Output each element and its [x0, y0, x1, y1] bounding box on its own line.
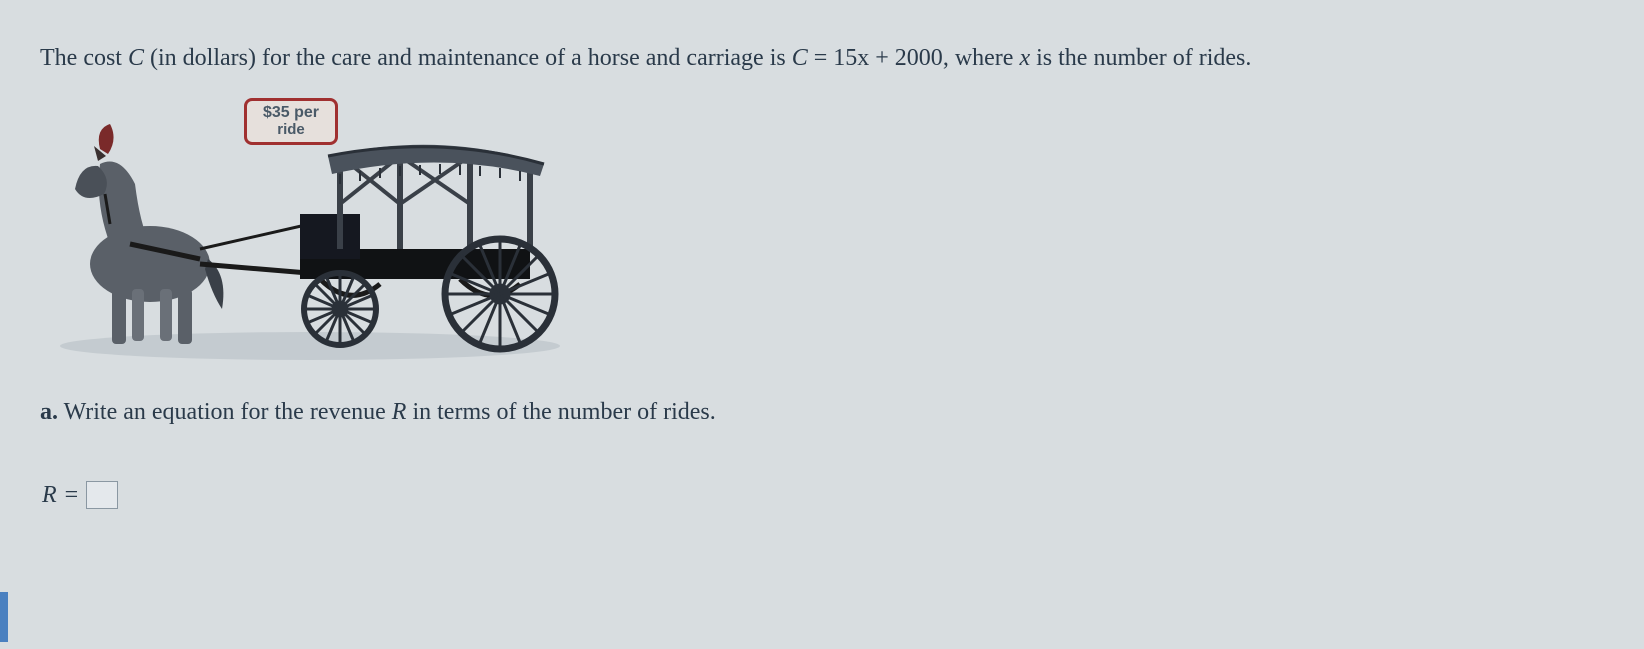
text: in terms of the number of rides. — [406, 399, 715, 425]
variable-x: x — [1019, 45, 1030, 71]
carriage-figure: $35 per ride — [40, 94, 580, 374]
answer-equals: = — [65, 482, 79, 509]
answer-input-box[interactable] — [86, 481, 118, 509]
equation-equals: = — [808, 45, 834, 71]
price-line-2: ride — [249, 122, 333, 138]
text: is the number of rides. — [1030, 45, 1251, 71]
price-sign: $35 per ride — [244, 98, 338, 145]
part-a-prompt: a. Write an equation for the revenue R i… — [40, 399, 1614, 426]
answer-line: R = — [42, 481, 1614, 509]
price-line-1: $35 per — [249, 105, 333, 122]
text: , where — [943, 45, 1020, 71]
variable-R: R — [392, 399, 407, 425]
answer-lhs: R — [42, 482, 57, 509]
variable-C: C — [128, 45, 144, 71]
text: Write an equation for the revenue — [58, 399, 392, 425]
part-label: a. — [40, 399, 58, 425]
problem-page: The cost C (in dollars) for the care and… — [0, 0, 1644, 509]
equation-rhs: 15x + 2000 — [833, 45, 943, 71]
equation-lhs: C — [792, 45, 808, 71]
left-accent-bar — [0, 592, 8, 642]
text: The cost — [40, 45, 128, 71]
problem-statement: The cost C (in dollars) for the care and… — [40, 40, 1614, 76]
text: (in dollars) for the care and maintenanc… — [144, 45, 792, 71]
